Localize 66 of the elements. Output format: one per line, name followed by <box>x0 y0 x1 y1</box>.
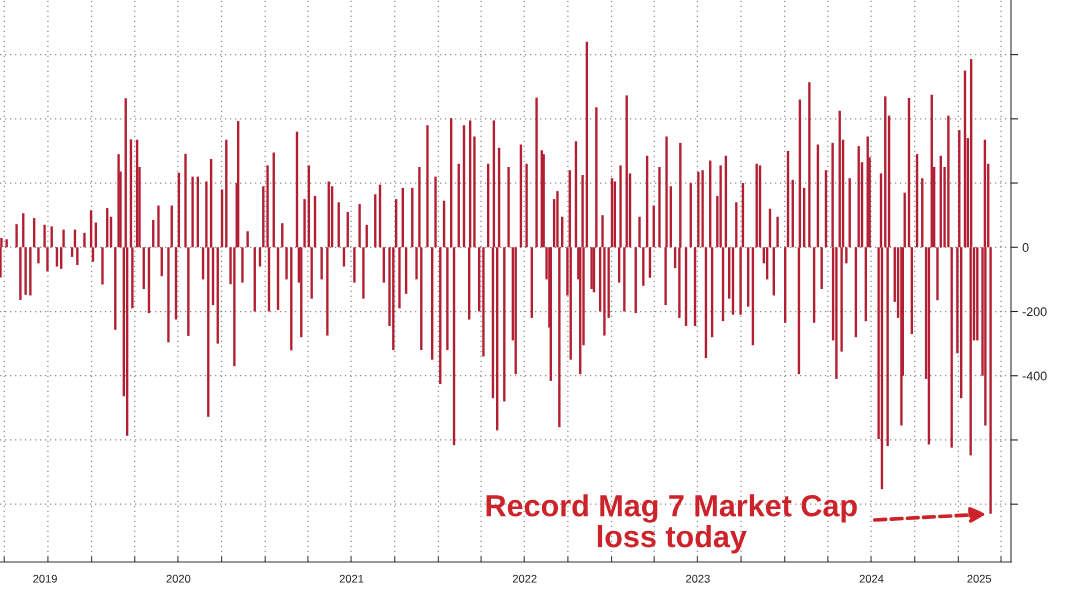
bar <box>157 205 160 248</box>
bar <box>233 247 236 367</box>
bar <box>246 231 249 248</box>
bar <box>101 247 104 285</box>
bar <box>434 176 437 248</box>
x-tick-label: 2024 <box>859 574 884 583</box>
x-tick-label: 2025 <box>967 574 992 583</box>
bar <box>184 153 187 248</box>
bar <box>642 247 645 286</box>
bar <box>507 166 510 248</box>
bar <box>835 247 838 379</box>
bar <box>776 216 779 248</box>
bar <box>19 247 22 300</box>
y-tick-label: -400 <box>1022 371 1047 381</box>
bar <box>285 247 288 280</box>
bar <box>29 247 32 296</box>
bar <box>976 247 979 341</box>
bar <box>15 224 18 248</box>
bar <box>595 107 598 248</box>
bar <box>446 247 449 351</box>
bar <box>936 247 939 301</box>
bar <box>320 247 323 280</box>
bar <box>191 176 194 248</box>
bar <box>398 247 401 309</box>
bar <box>989 247 992 514</box>
bar <box>43 224 46 248</box>
x-tick-label: 2022 <box>512 574 537 583</box>
bar <box>241 247 244 283</box>
bar <box>845 247 848 264</box>
bar <box>5 239 8 248</box>
bar <box>697 171 700 248</box>
bar <box>535 97 538 248</box>
bar <box>503 247 506 402</box>
x-tick-label: 2019 <box>33 574 57 583</box>
bar <box>37 247 40 264</box>
bar <box>187 247 190 336</box>
annotation: Record Mag 7 Market Cap loss today <box>486 494 857 554</box>
x-tick-label: 2023 <box>686 574 710 583</box>
y-tick-label: -200 <box>1022 307 1047 317</box>
y-tick-label: 0 <box>1022 243 1029 252</box>
bar <box>303 199 306 248</box>
bar <box>719 165 722 248</box>
bar <box>46 247 49 272</box>
bar <box>415 247 418 280</box>
bar <box>167 247 170 343</box>
bar <box>426 125 429 248</box>
bar <box>24 247 27 295</box>
bar <box>83 232 86 248</box>
bar <box>808 82 811 248</box>
bar <box>701 170 704 248</box>
bar <box>482 247 485 357</box>
bar <box>362 247 365 299</box>
bar <box>658 166 661 248</box>
x-tick-label: 2020 <box>166 574 191 583</box>
bar <box>117 154 120 248</box>
bar <box>739 247 742 315</box>
bar <box>353 247 356 283</box>
x-tick-label: 2021 <box>339 574 364 583</box>
bar <box>76 247 79 265</box>
bar <box>623 247 626 312</box>
bar <box>62 229 65 248</box>
bar <box>473 136 476 248</box>
bar <box>358 203 361 248</box>
bar <box>947 115 950 248</box>
bar <box>525 163 528 248</box>
bar <box>638 216 641 248</box>
